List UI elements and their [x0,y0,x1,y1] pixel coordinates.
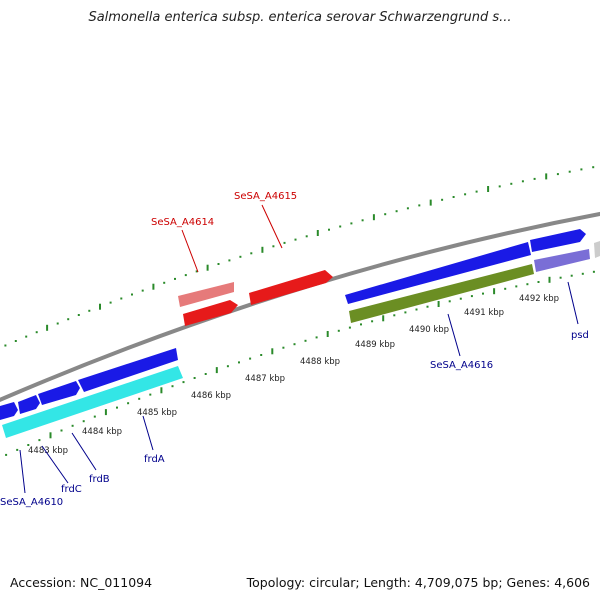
gene-label-psd[interactable]: psd [571,330,589,341]
gene-sesa-a4615[interactable] [249,270,333,305]
kbp-label: 4487 kbp [245,374,285,384]
leader-sesa-a4614 [181,229,199,273]
leader-sesa-a4610 [19,449,26,494]
gene-blue-long[interactable] [345,242,531,304]
kbp-label: 4490 kbp [409,325,449,335]
kbp-label: 4489 kbp [355,340,395,350]
map-title: Salmonella enterica subsp. enterica sero… [88,10,512,25]
footer-accession: Accession: NC_011094 [10,575,153,590]
gene-grey-right[interactable] [594,241,600,258]
leader-sesa-a4616 [447,313,461,357]
kbp-label: 4485 kbp [137,408,177,418]
gene-label-sesa-a4616[interactable]: SeSA_A4616 [430,360,493,371]
leader-sesa-a4615 [261,204,283,249]
gene-label-frdc[interactable]: frdC [61,484,82,495]
kbp-label: 4483 kbp [28,446,68,456]
gene-frd-operon-d[interactable] [78,348,178,392]
genome-backbone [0,211,600,403]
gene-label-frdb[interactable]: frdB [89,474,110,485]
gene-label-sesa-a4614[interactable]: SeSA_A4614 [151,217,214,228]
kbp-label: 4488 kbp [300,357,340,367]
tick-row-upper [4,166,595,347]
leader-frdc [41,445,69,484]
kbp-label: 4484 kbp [82,427,122,437]
tick-row-lower [5,270,595,456]
kbp-labels: 4483 kbp 4484 kbp 4485 kbp 4486 kbp 4487… [28,294,559,456]
gene-frd-operon-a[interactable] [0,402,18,420]
leader-frda [142,415,154,451]
gene-label-frda[interactable]: frdA [144,454,165,465]
gene-label-sesa-a4610[interactable]: SeSA_A4610 [0,497,63,508]
gene-blue-right[interactable] [530,229,586,252]
gene-sesa-a4614[interactable] [183,300,238,326]
gene-sesa-a4614-shadow[interactable] [178,282,234,307]
kbp-label: 4486 kbp [191,391,231,401]
footer-topology: Topology: circular; Length: 4,709,075 bp… [246,575,590,590]
gene-sesa-a4616[interactable] [349,264,534,323]
leader-psd [567,281,579,325]
kbp-label: 4491 kbp [464,308,504,318]
gene-frd-operon-c[interactable] [38,381,80,405]
gene-frd-operon-b[interactable] [18,395,40,414]
leader-frdb [71,432,97,471]
gene-label-sesa-a4615[interactable]: SeSA_A4615 [234,191,297,202]
gene-frda-cyan[interactable] [2,366,183,438]
gene-psd[interactable] [534,249,590,272]
kbp-label: 4492 kbp [519,294,559,304]
